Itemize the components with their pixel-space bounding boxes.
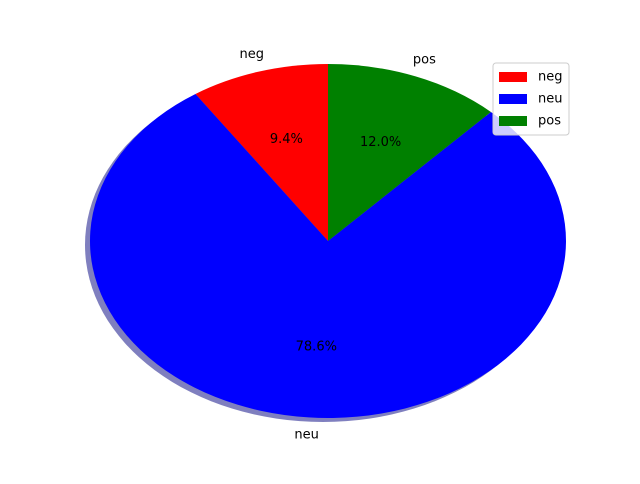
slice-label-pos: pos (413, 53, 436, 68)
slice-label-neu: neu (294, 428, 318, 443)
legend-label-neg: neg (538, 70, 563, 85)
pie-slices-layer (89, 64, 566, 418)
pie-labels-layer: neg 9.4% neu 78.6% pos 12.0% (240, 47, 437, 442)
pie-slice-pos (328, 64, 491, 241)
legend-swatch-pos (499, 116, 527, 126)
legend-label-pos: pos (538, 114, 561, 129)
legend-swatch-neu (499, 94, 527, 104)
percent-label-neu: 78.6% (296, 339, 337, 354)
pie-slice-neu (89, 93, 566, 418)
percent-label-neg: 9.4% (270, 132, 303, 147)
slice-label-neg: neg (240, 47, 265, 62)
pie-slice-neg (195, 64, 328, 241)
legend: neg neu pos (492, 62, 570, 136)
percent-label-pos: 12.0% (360, 135, 401, 150)
legend-swatch-neg (499, 72, 527, 82)
legend-label-neu: neu (538, 92, 562, 107)
